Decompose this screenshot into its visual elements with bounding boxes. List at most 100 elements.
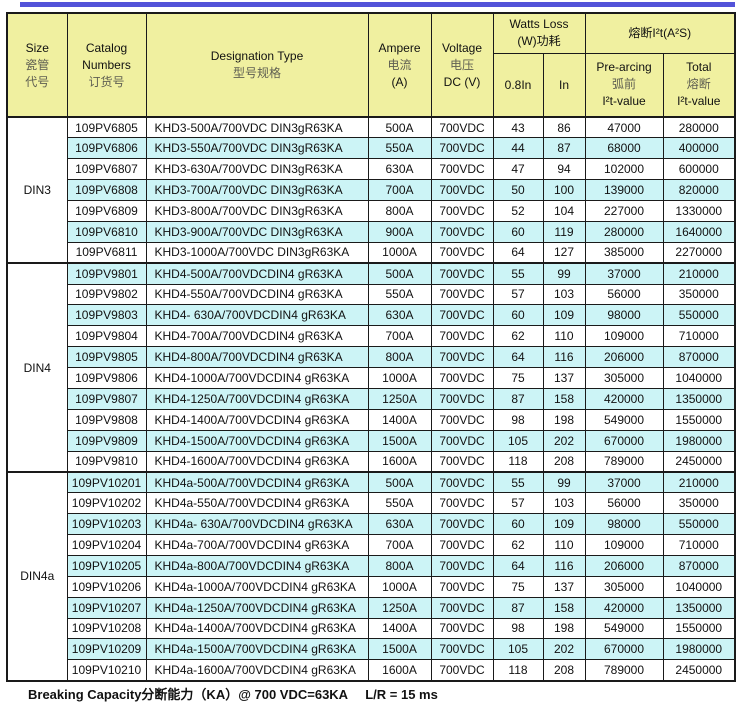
cell-ampere: 1500A bbox=[367, 638, 432, 661]
cell-catalog: 109PV10207 bbox=[66, 596, 147, 619]
cell-watts-in: 116 bbox=[542, 346, 586, 368]
col-header-watts-loss-group: Watts Loss (W)功耗 bbox=[492, 12, 586, 54]
cell-watts-in: 116 bbox=[542, 554, 586, 577]
cell-total-i2t: 1040000 bbox=[662, 575, 736, 598]
table-row: 109PV10203 KHD4a- 630A/700VDCDIN4 gR63KA 6… bbox=[7, 513, 736, 535]
cell-prearcing-i2t: 206000 bbox=[584, 346, 664, 368]
cell-prearcing-i2t: 37000 bbox=[584, 262, 664, 285]
table-row: 109PV6809 KHD3-800A/700VDC DIN3gR63KA 800A… bbox=[7, 200, 736, 222]
cell-watts-in: 198 bbox=[542, 617, 586, 640]
table-row: 109PV10209 KHD4a-1500A/700VDCDIN4 gR63KA 1… bbox=[7, 638, 736, 661]
cell-total-i2t: 710000 bbox=[662, 534, 736, 556]
cell-prearcing-i2t: 47000 bbox=[584, 116, 664, 139]
cell-voltage: 700VDC bbox=[430, 408, 494, 431]
table-row: 109PV6811 KHD3-1000A/700VDC DIN3gR63KA 100… bbox=[7, 241, 736, 264]
table-row: 109PV10205 KHD4a-800A/700VDCDIN4 gR63KA 80… bbox=[7, 554, 736, 577]
cell-watts-08in: 60 bbox=[492, 220, 544, 243]
cell-voltage: 700VDC bbox=[430, 304, 494, 327]
table-row: 109PV9808 KHD4-1400A/700VDCDIN4 gR63KA 140… bbox=[7, 408, 736, 431]
cell-watts-08in: 75 bbox=[492, 367, 544, 389]
table-row: 109PV6810 KHD3-900A/700VDC DIN3gR63KA 900A… bbox=[7, 220, 736, 243]
cell-designation: KHD3-500A/700VDC DIN3gR63KA bbox=[145, 116, 369, 139]
cell-ampere: 1000A bbox=[367, 367, 432, 389]
cell-watts-08in: 118 bbox=[492, 450, 544, 473]
cell-designation: KHD4-1600A/700VDCDIN4 gR63KA bbox=[145, 450, 369, 473]
header-prearcing-unit: I²t-value bbox=[602, 94, 646, 109]
cell-total-i2t: 1550000 bbox=[662, 617, 736, 640]
cell-ampere: 900A bbox=[367, 220, 432, 243]
cell-voltage: 700VDC bbox=[430, 513, 494, 535]
cell-watts-in: 202 bbox=[542, 429, 586, 452]
cell-total-i2t: 600000 bbox=[662, 158, 736, 181]
header-row-group: Size 瓷管 代号 Catalog Numbers 订货号 Designati… bbox=[6, 12, 736, 118]
header-row-sub: 0.8In In Pre-arcing 弧前 I²t-value Total 熔… bbox=[7, 52, 736, 118]
header-voltage-zh: 电压 bbox=[449, 57, 474, 72]
cell-designation: KHD4a-1600A/700VDCDIN4 gR63KA bbox=[145, 659, 369, 682]
header-designation-zh: 型号规格 bbox=[232, 66, 281, 80]
cell-watts-in: 103 bbox=[542, 283, 586, 306]
cell-designation: KHD4- 630A/700VDCDIN4 gR63KA bbox=[145, 304, 369, 327]
section-size-cell: DIN4 bbox=[6, 262, 68, 473]
cell-ampere: 500A bbox=[367, 262, 432, 285]
header-i2t-label: 熔断I²t(A²S) bbox=[628, 25, 692, 40]
col-header-designation: Designation Type 型号规格 bbox=[145, 12, 369, 118]
table-row: 109PV10208 KHD4a-1400A/700VDCDIN4 gR63KA 1… bbox=[7, 617, 736, 640]
cell-prearcing-i2t: 206000 bbox=[584, 554, 664, 577]
table-row: DIN4 109PV9801 KHD4-500A/700VDCDIN4 gR63KA… bbox=[6, 262, 736, 473]
table-row: 109PV10206 KHD4a-1000A/700VDCDIN4 gR63KA 1… bbox=[7, 575, 736, 598]
cell-voltage: 700VDC bbox=[430, 470, 494, 494]
cell-voltage: 700VDC bbox=[430, 241, 494, 264]
cell-catalog: 109PV6810 bbox=[66, 220, 147, 243]
cell-catalog: 109PV10205 bbox=[66, 554, 147, 577]
cell-watts-in: 109 bbox=[542, 304, 586, 327]
cell-watts-in: 208 bbox=[542, 659, 586, 682]
table-row: 109PV9803 KHD4- 630A/700VDCDIN4 gR63KA 630… bbox=[7, 304, 736, 327]
cell-ampere: 630A bbox=[367, 304, 432, 327]
cell-voltage: 700VDC bbox=[430, 220, 494, 243]
col-header-watts-in: In bbox=[542, 52, 586, 118]
cell-ampere: 1500A bbox=[367, 429, 432, 452]
col-header-i2t-group: 熔断I²t(A²S) bbox=[584, 12, 736, 54]
cell-watts-08in: 55 bbox=[492, 262, 544, 285]
cell-watts-in: 202 bbox=[542, 638, 586, 661]
table-row: 109PV9802 KHD4-550A/700VDCDIN4 gR63KA 550A… bbox=[7, 283, 736, 306]
cell-voltage: 700VDC bbox=[430, 492, 494, 515]
cell-voltage: 700VDC bbox=[430, 325, 494, 348]
cell-total-i2t: 2450000 bbox=[662, 450, 736, 473]
header-catalog-en2: Numbers bbox=[82, 57, 131, 72]
cell-prearcing-i2t: 305000 bbox=[584, 575, 664, 598]
table-row: 109PV6808 KHD3-700A/700VDC DIN3gR63KA 700A… bbox=[7, 179, 736, 201]
cell-designation: KHD4a-700A/700VDCDIN4 gR63KA bbox=[145, 534, 369, 556]
cell-ampere: 630A bbox=[367, 513, 432, 535]
cell-voltage: 700VDC bbox=[430, 387, 494, 410]
cell-catalog: 109PV9801 bbox=[66, 262, 147, 285]
header-total-en: Total bbox=[686, 60, 712, 75]
cell-ampere: 1000A bbox=[367, 241, 432, 264]
table-row: 109PV9807 KHD4-1250A/700VDCDIN4 gR63KA 125… bbox=[7, 387, 736, 410]
table-row: DIN4a 109PV10201 KHD4a-500A/700VDCDIN4 gR6… bbox=[6, 470, 736, 682]
cell-prearcing-i2t: 670000 bbox=[584, 429, 664, 452]
cell-voltage: 700VDC bbox=[430, 200, 494, 222]
cell-watts-in: 158 bbox=[542, 387, 586, 410]
cell-ampere: 550A bbox=[367, 492, 432, 515]
header-prearcing-zh: 弧前 bbox=[611, 77, 636, 92]
cell-ampere: 1400A bbox=[367, 408, 432, 431]
cell-voltage: 700VDC bbox=[430, 283, 494, 306]
cell-prearcing-i2t: 549000 bbox=[584, 408, 664, 431]
table-row: 109PV9810 KHD4-1600A/700VDCDIN4 gR63KA 160… bbox=[7, 450, 736, 473]
cell-watts-08in: 118 bbox=[492, 659, 544, 682]
cell-voltage: 700VDC bbox=[430, 429, 494, 452]
cell-ampere: 800A bbox=[367, 554, 432, 577]
cell-ampere: 500A bbox=[367, 116, 432, 139]
header-size-zh1: 瓷管 bbox=[25, 57, 50, 72]
cell-ampere: 550A bbox=[367, 283, 432, 306]
cell-watts-08in: 105 bbox=[492, 429, 544, 452]
header-size-en: Size bbox=[25, 40, 49, 55]
cell-watts-08in: 62 bbox=[492, 534, 544, 556]
cell-watts-08in: 87 bbox=[492, 596, 544, 619]
cell-total-i2t: 280000 bbox=[662, 116, 736, 139]
lr-ratio-text: L/R = 15 ms bbox=[365, 687, 438, 702]
cell-total-i2t: 1330000 bbox=[662, 200, 736, 222]
cell-catalog: 109PV10209 bbox=[66, 638, 147, 661]
